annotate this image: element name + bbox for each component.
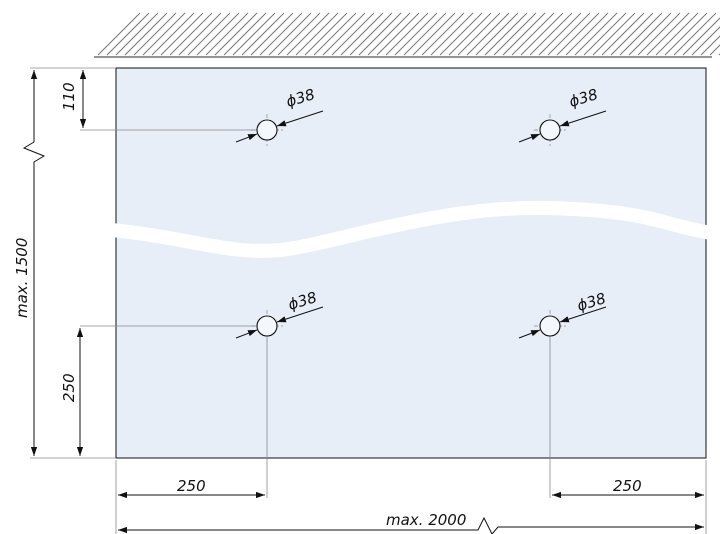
hatch-line xyxy=(169,12,213,56)
hatch-line xyxy=(304,12,348,56)
hatch-line xyxy=(475,12,519,56)
hatch-line xyxy=(97,12,141,56)
hatch-line xyxy=(529,12,573,56)
hatch-line xyxy=(511,12,555,56)
hatch-line xyxy=(232,12,276,56)
dim-left-offset: 250 xyxy=(118,477,265,499)
hatch-line xyxy=(358,12,402,56)
panel xyxy=(115,67,707,459)
hatch-line xyxy=(484,12,528,56)
dim-bottom-offset-label: 250 xyxy=(60,373,78,402)
hatch-line xyxy=(565,12,609,56)
hatch-line xyxy=(187,12,231,56)
hatch-line xyxy=(223,12,267,56)
hatch-line xyxy=(268,12,312,56)
wall-hatch xyxy=(94,12,720,58)
hatch-line xyxy=(376,12,420,56)
hatch-line xyxy=(691,26,720,56)
hatch-line xyxy=(655,12,699,56)
hatch-line xyxy=(448,12,492,56)
hatch-line xyxy=(556,12,600,56)
hatch-line xyxy=(340,12,384,56)
hatch-line xyxy=(493,12,537,56)
hatch-line xyxy=(709,44,720,56)
hatch-line xyxy=(637,12,681,56)
hatch-line xyxy=(367,12,411,56)
extension-lines xyxy=(30,67,707,534)
dim-right-offset: 250 xyxy=(552,477,704,499)
hatch-line xyxy=(106,12,150,56)
dim-top-offset-label: 110 xyxy=(60,82,78,111)
hatch-line xyxy=(619,12,663,56)
hatch-line xyxy=(115,12,159,56)
panel-break xyxy=(111,200,714,258)
hatch-line xyxy=(601,12,645,56)
hatch-line xyxy=(502,12,546,56)
hatch-line xyxy=(430,12,474,56)
hatch-line xyxy=(277,12,321,56)
hatch-line xyxy=(628,12,672,56)
hatch-line xyxy=(196,12,240,56)
hatch-line xyxy=(592,12,636,56)
dim-height: max. 1500 xyxy=(13,70,46,456)
hatch-line xyxy=(457,12,501,56)
dim-right-offset-label: 250 xyxy=(613,477,642,495)
hatch-line xyxy=(241,12,285,56)
hatch-line xyxy=(421,12,465,56)
hatch-line xyxy=(439,12,483,56)
dim-left-offset-label: 250 xyxy=(177,477,206,495)
hatch-line xyxy=(538,12,582,56)
dim-bottom-offset: 250 xyxy=(60,328,84,456)
hatch-line xyxy=(250,12,294,56)
hatch-line xyxy=(295,12,339,56)
hatch-line xyxy=(583,12,627,56)
hatch-line xyxy=(520,12,564,56)
hatch-line xyxy=(178,12,222,56)
hatch-line xyxy=(610,12,654,56)
dim-width: max. 2000 xyxy=(118,511,704,534)
hatch-line xyxy=(160,12,204,56)
hatch-line xyxy=(682,17,720,56)
hatch-line xyxy=(673,12,717,56)
hatch-line xyxy=(214,12,258,56)
hatch-line xyxy=(394,12,438,56)
hatch-line xyxy=(322,12,366,56)
hatch-line xyxy=(646,12,690,56)
hatch-line xyxy=(133,12,177,56)
hatch-line xyxy=(313,12,357,56)
hatch-line xyxy=(259,12,303,56)
hatch-line xyxy=(349,12,393,56)
hatch-line xyxy=(142,12,186,56)
dim-top-offset: 110 xyxy=(60,70,87,128)
hatch-line xyxy=(124,12,168,56)
hatch-line xyxy=(331,12,375,56)
hatch-line xyxy=(574,12,618,56)
hatch-line xyxy=(412,12,456,56)
hatch-line xyxy=(385,12,429,56)
hatch-line xyxy=(664,12,708,56)
dim-width-label: max. 2000 xyxy=(386,511,466,529)
hatch-line xyxy=(286,12,330,56)
hatch-line xyxy=(547,12,591,56)
hatch-line xyxy=(151,12,195,56)
hatch-line xyxy=(205,12,249,56)
hatch-line xyxy=(700,35,720,56)
dim-height-label: max. 1500 xyxy=(13,238,31,318)
hatch-line xyxy=(403,12,447,56)
hatch-line xyxy=(466,12,510,56)
